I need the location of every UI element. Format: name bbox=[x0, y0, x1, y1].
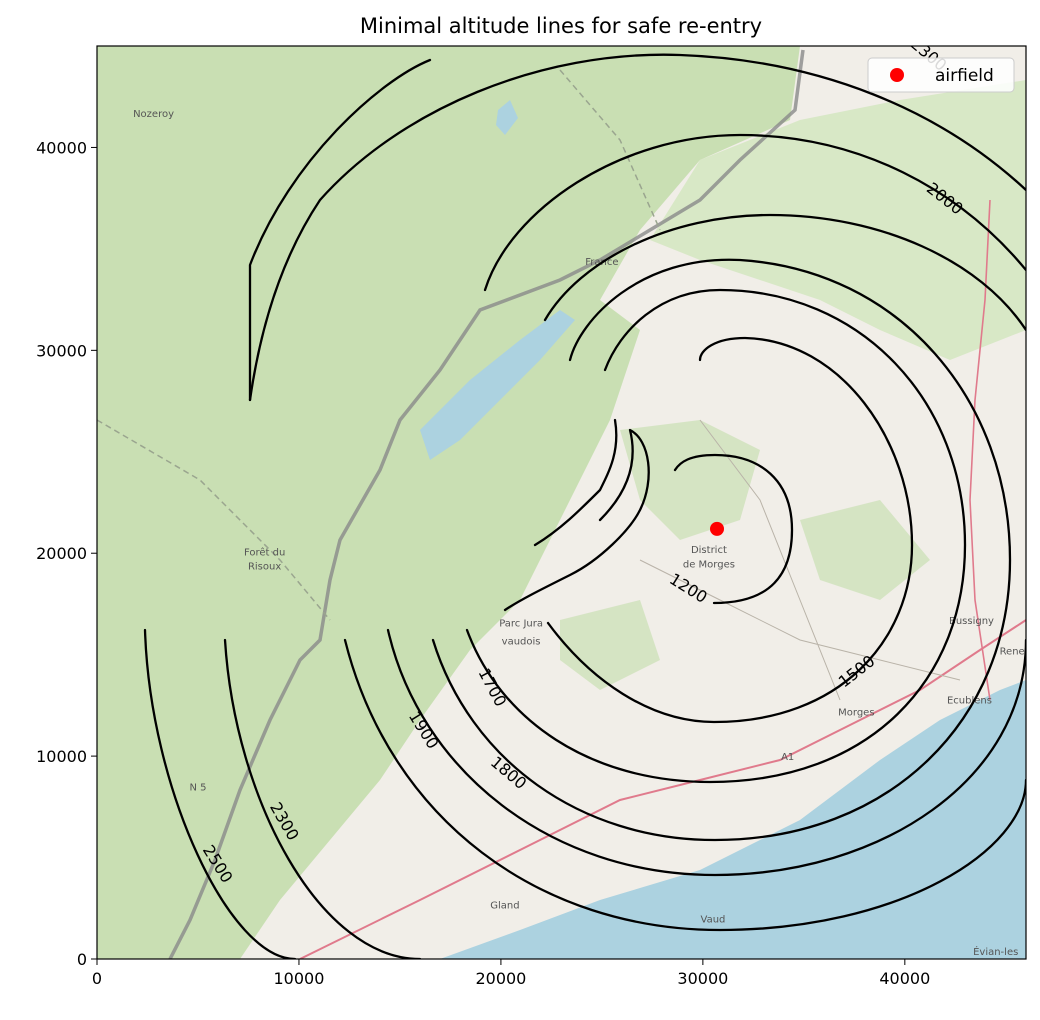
map-place-label: Morges bbox=[838, 708, 874, 719]
x-tick-label: 0 bbox=[92, 969, 102, 988]
map-place-label: N 5 bbox=[189, 783, 206, 794]
y-tick-label: 30000 bbox=[36, 341, 87, 360]
map-admin-line bbox=[97, 69, 661, 621]
map-lake-joux bbox=[420, 310, 575, 460]
airfield-marker bbox=[710, 521, 725, 536]
map-labels: Nozeroy Forêt du Risoux District de Morges Pa… bbox=[133, 109, 1037, 958]
y-tick-label: 10000 bbox=[36, 747, 87, 766]
map-lake-leman bbox=[440, 680, 1026, 959]
chart-title: Minimal altitude lines for safe re-entry bbox=[360, 14, 762, 38]
map-place-label: de Morges bbox=[683, 559, 735, 570]
contour-lines bbox=[143, 53, 1026, 959]
basemap: Nozeroy Forêt du Risoux District de Morges Pa… bbox=[97, 46, 1037, 959]
contour-1500 bbox=[546, 336, 914, 724]
y-tick-label: 40000 bbox=[36, 138, 87, 157]
legend-airfield-label: airfield bbox=[935, 66, 994, 86]
map-lake-small bbox=[496, 100, 518, 135]
map-place-label: Ecublens bbox=[947, 695, 992, 706]
contour-2000 bbox=[343, 133, 1026, 932]
map-place-label: Nozeroy bbox=[133, 109, 174, 120]
contour-inner-fragments bbox=[503, 418, 650, 612]
y-tick-label: 0 bbox=[77, 950, 87, 969]
y-axis-ticks: 0 10000 20000 30000 40000 bbox=[36, 138, 97, 969]
map-place-label: Évian-les bbox=[973, 945, 1018, 958]
plot-area: Nozeroy Forêt du Risoux District de Morges Pa… bbox=[97, 46, 1037, 959]
map-road-east bbox=[969, 199, 991, 701]
contour-2500 bbox=[143, 58, 432, 959]
contour-1900 bbox=[386, 213, 1026, 877]
y-tick-label: 20000 bbox=[36, 544, 87, 563]
map-forest-patches bbox=[560, 420, 930, 690]
x-tick-label: 40000 bbox=[879, 969, 930, 988]
contour-1200 bbox=[673, 453, 794, 605]
map-place-label: District bbox=[691, 545, 727, 556]
map-place-label: Gland bbox=[490, 900, 519, 911]
contour-1800 bbox=[431, 258, 1012, 842]
map-place-label: vaudois bbox=[502, 637, 541, 648]
x-tick-label: 20000 bbox=[475, 969, 526, 988]
map-place-label: Risoux bbox=[248, 561, 281, 572]
map-road-a1 bbox=[299, 619, 1026, 959]
map-road-minor bbox=[639, 419, 961, 701]
map-place-label: Forêt du bbox=[244, 546, 285, 558]
x-axis-ticks: 0 10000 20000 30000 40000 bbox=[92, 959, 930, 988]
map-place-label: Parc Jura bbox=[499, 618, 543, 629]
map-border bbox=[168, 49, 805, 959]
map-forest-jura bbox=[97, 46, 800, 959]
map-place-label: Bussigny bbox=[949, 616, 994, 627]
legend: airfield bbox=[867, 57, 1015, 93]
legend-airfield-marker bbox=[890, 68, 904, 82]
contour-1700 bbox=[465, 288, 967, 784]
axes-frame bbox=[96, 45, 1027, 960]
contour-2300 bbox=[223, 53, 1026, 959]
x-tick-label: 10000 bbox=[274, 969, 325, 988]
map-place-label: A1 bbox=[781, 752, 794, 763]
map-place-label: Renens bbox=[1000, 647, 1037, 658]
legend-box bbox=[867, 57, 1015, 93]
x-tick-label: 30000 bbox=[677, 969, 728, 988]
map-place-label: Vaud bbox=[701, 914, 726, 925]
